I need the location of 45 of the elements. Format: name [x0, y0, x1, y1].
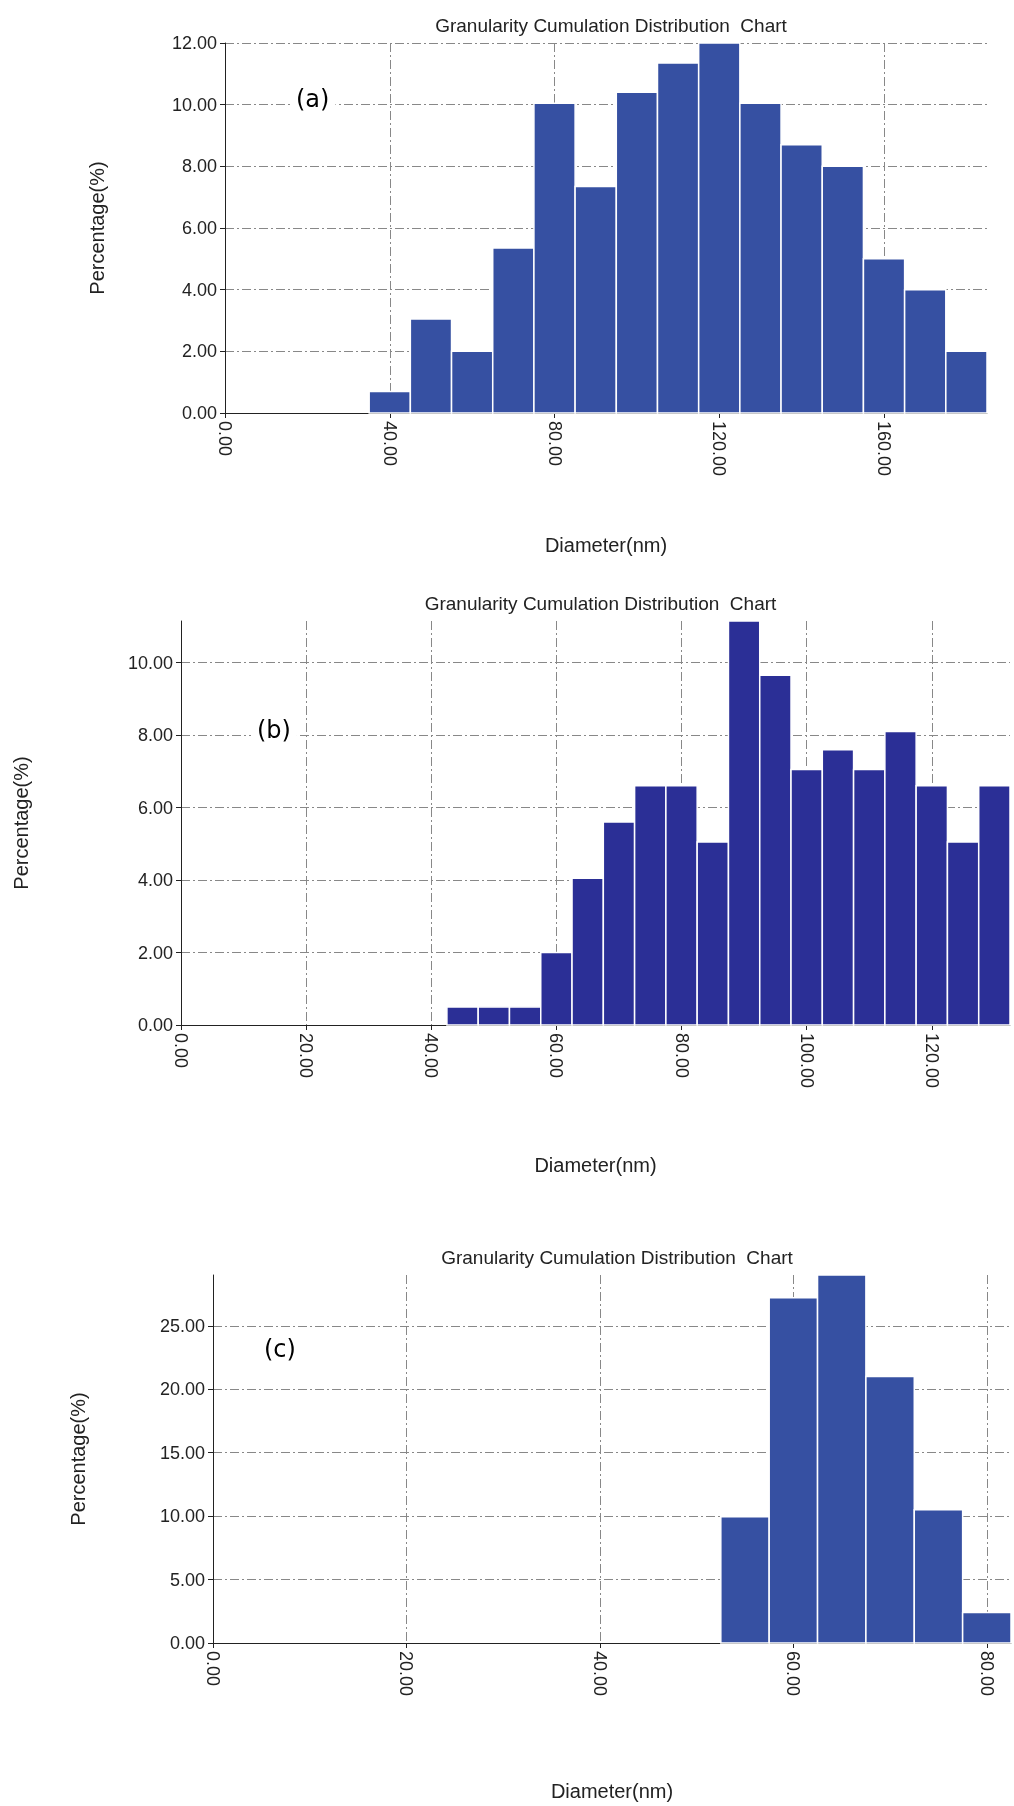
- x-tick-label: 40.00: [589, 1651, 610, 1697]
- y-tick-label: 25.00: [159, 1315, 205, 1336]
- y-tick-label: 6.00: [181, 218, 217, 238]
- y-tick-label: 10.00: [127, 652, 173, 673]
- y-tick-label: 10.00: [159, 1506, 205, 1527]
- x-tick-label: 120.00: [709, 421, 730, 477]
- y-tick-label: 0.00: [137, 1015, 173, 1035]
- y-tick-label: 8.00: [137, 725, 173, 746]
- y-tick-label: 20.00: [159, 1379, 205, 1400]
- x-tick-label: 20.00: [396, 1651, 417, 1697]
- x-tick-label: 80.00: [976, 1651, 997, 1697]
- x-axis-title: Diameter(nm): [534, 1154, 657, 1176]
- y-axis-title: Percentage(%): [86, 161, 108, 295]
- y-tick-label: 4.00: [181, 279, 217, 300]
- y-axis-title: Percentage(%): [67, 1392, 89, 1526]
- y-tick-label: 4.00: [137, 870, 173, 891]
- x-tick-label: 60.00: [546, 1033, 567, 1079]
- x-tick-label: 100.00: [796, 1033, 817, 1089]
- y-axis-title: Percentage(%): [10, 756, 32, 890]
- chart-title: Granularity Cumulation Distribution Chart: [441, 1247, 794, 1268]
- y-tick-label: 6.00: [137, 797, 173, 818]
- y-tick-label: 12.00: [171, 33, 217, 53]
- x-tick-label: 40.00: [421, 1033, 442, 1079]
- x-axis-title: Diameter(nm): [550, 1780, 674, 1802]
- x-tick-label: 160.00: [874, 421, 895, 477]
- y-tick-label: 10.00: [171, 94, 217, 115]
- y-tick-label: 5.00: [169, 1569, 205, 1590]
- x-tick-label: 40.00: [379, 421, 400, 467]
- chart-title: Granularity Cumulation Distribution Chart: [435, 15, 788, 36]
- x-tick-label: 20.00: [296, 1033, 317, 1079]
- x-tick-label: 60.00: [783, 1651, 804, 1697]
- x-tick-label: 80.00: [671, 1033, 692, 1079]
- y-tick-label: 0.00: [169, 1633, 205, 1653]
- x-tick-label: 120.00: [921, 1033, 942, 1089]
- annotation: (c): [264, 1335, 296, 1363]
- y-tick-label: 0.00: [181, 403, 217, 423]
- annotation: (a): [296, 85, 330, 113]
- x-axis-title: Diameter(nm): [544, 534, 668, 556]
- annotation: (b): [257, 716, 291, 744]
- chart-title: Granularity Cumulation Distribution Chart: [424, 593, 778, 614]
- x-tick-label: 80.00: [544, 421, 565, 467]
- y-tick-label: 2.00: [181, 341, 217, 362]
- y-tick-label: 2.00: [137, 942, 173, 963]
- y-tick-label: 15.00: [159, 1442, 205, 1463]
- y-tick-label: 8.00: [181, 156, 217, 177]
